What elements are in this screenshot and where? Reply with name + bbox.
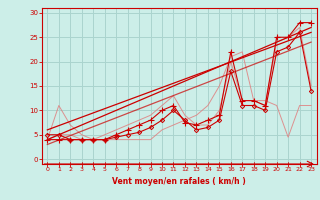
X-axis label: Vent moyen/en rafales ( km/h ): Vent moyen/en rafales ( km/h )	[112, 177, 246, 186]
